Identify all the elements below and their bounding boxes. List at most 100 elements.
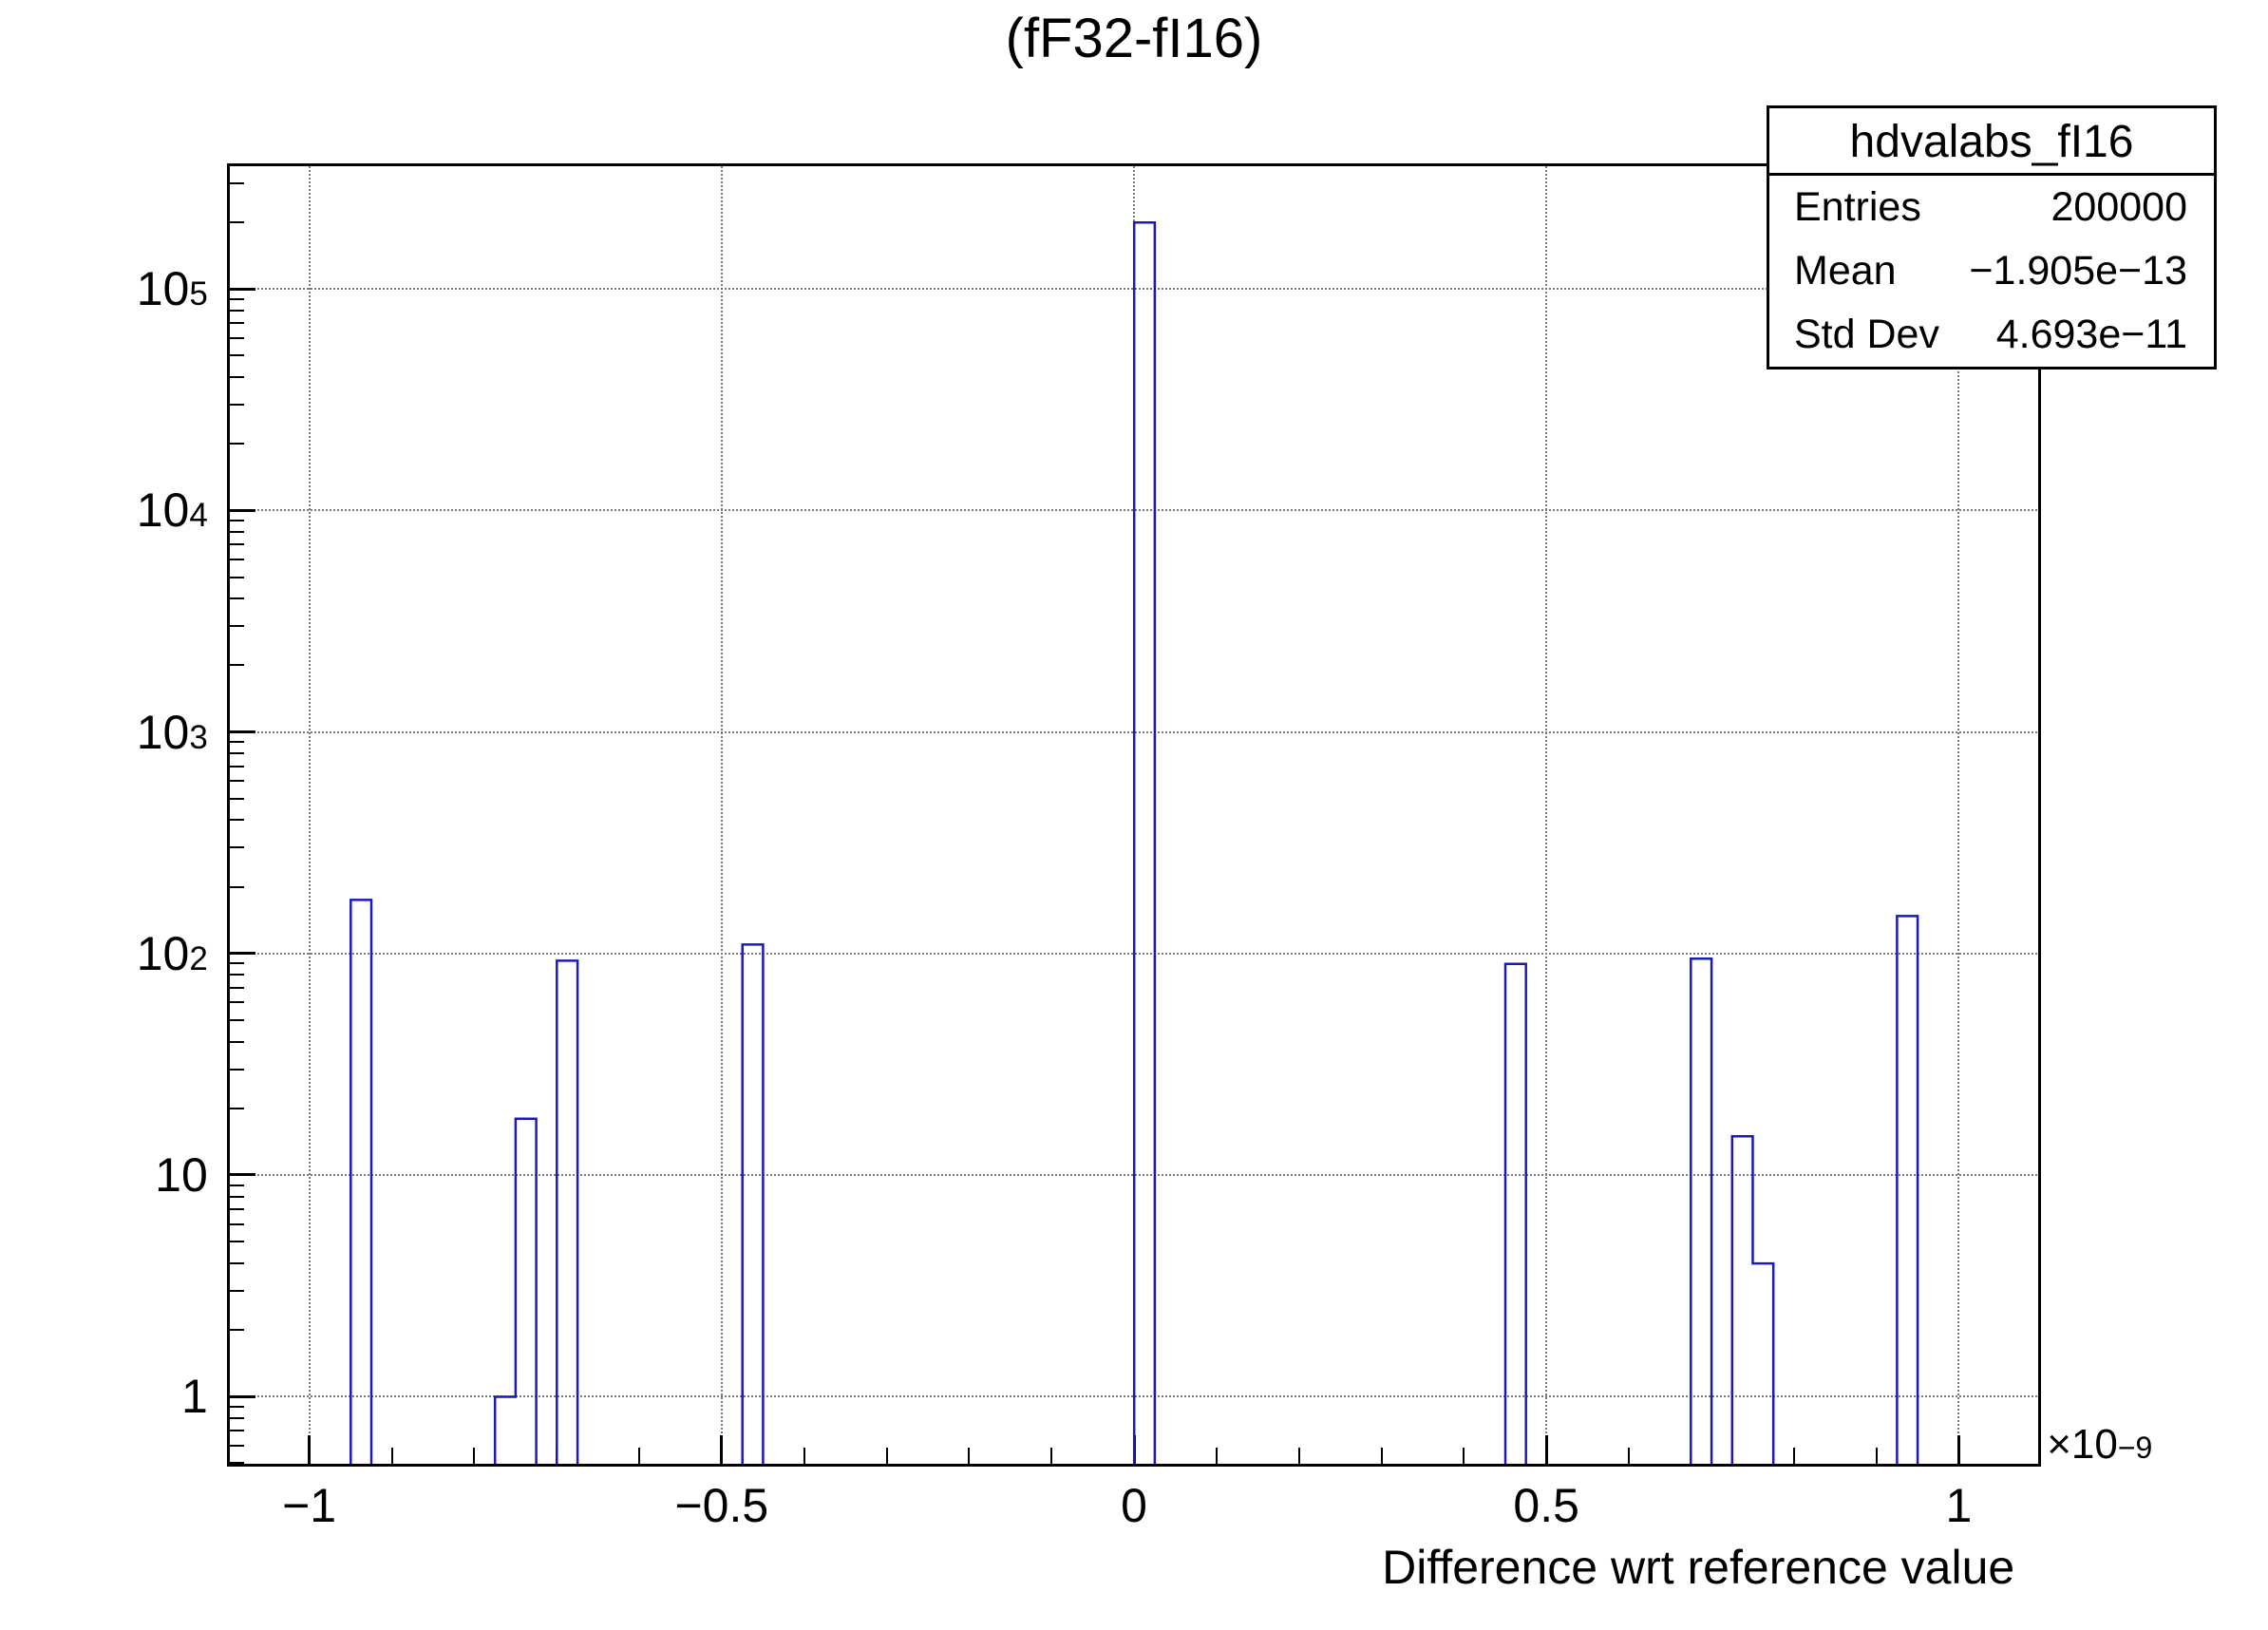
y-minor-tick [226,220,244,223]
x-major-tick [1956,1435,1960,1468]
x-tick-label: 1 [1945,1479,1973,1533]
y-minor-tick [226,181,244,184]
stats-row-stddev: Std Dev 4.693e−11 [1769,303,2214,367]
y-minor-tick [226,1405,244,1408]
y-tick-label: 10 [155,1147,208,1202]
x-gridline [1545,162,1548,1468]
x-tick-label: 0 [1121,1479,1147,1533]
x-gridline [720,162,723,1468]
y-minor-tick [226,543,244,546]
x-minor-tick [390,1448,393,1468]
y-minor-tick [226,664,244,667]
y-minor-tick [226,986,244,989]
y-minor-tick [226,1107,244,1109]
x-minor-tick [885,1448,888,1468]
stats-label: Mean [1794,248,1897,294]
y-minor-tick [226,297,244,300]
stats-row-mean: Mean −1.905e−13 [1769,239,2214,303]
y-minor-tick [226,962,244,965]
x-tick-label: 0.5 [1513,1479,1579,1533]
x-minor-tick [968,1448,971,1468]
stats-label: Std Dev [1794,312,1939,357]
x-tick-label: −1 [282,1479,337,1533]
histogram-contour [1503,962,1527,1468]
x-gridline [308,162,311,1468]
y-tick-exponent: 3 [189,718,208,756]
y-minor-tick [226,309,244,312]
y-minor-tick [226,1195,244,1198]
y-minor-tick [226,1289,244,1292]
y-minor-tick [226,1261,244,1264]
y-tick-label: 1 [180,1370,208,1424]
y-minor-tick [226,1001,244,1004]
y-tick-exponent: 2 [189,939,208,977]
stats-box-title: hdvalabs_fI16 [1769,108,2214,176]
x-minor-tick [1050,1448,1053,1468]
histogram-contour [1689,957,1713,1468]
y-minor-tick [226,625,244,628]
histogram-contour [555,958,579,1468]
stats-label: Entries [1794,184,1921,230]
y-minor-tick [226,846,244,849]
histogram-contour [493,1117,538,1468]
y-minor-tick [226,1416,244,1419]
histogram-contour [349,898,373,1468]
x-minor-tick [638,1448,640,1468]
x-minor-tick [1297,1448,1300,1468]
y-minor-tick [226,1208,244,1210]
y-minor-tick [226,974,244,976]
x-major-tick [308,1435,312,1468]
x-minor-tick [803,1448,805,1468]
power-mantissa: ×10 [2047,1421,2118,1469]
histogram-contour [1730,1134,1775,1468]
x-major-tick [1544,1435,1548,1468]
histogram-contour [741,942,765,1468]
y-minor-tick [226,375,244,378]
y-minor-tick [226,1040,244,1043]
x-tick-label: −0.5 [674,1479,769,1533]
y-minor-tick [226,597,244,600]
power-exponent: −9 [2117,1431,2153,1466]
plot-title: (fF32-fI16) [1005,8,1263,69]
x-minor-tick [1875,1448,1878,1468]
y-minor-tick [226,1444,244,1447]
histogram-bars [349,220,1919,1468]
x-minor-tick [1380,1448,1383,1468]
stats-box: hdvalabs_fI16 Entries 200000 Mean −1.905… [1767,105,2217,370]
x-minor-tick [473,1448,476,1468]
y-minor-tick [226,520,244,521]
y-tick-label: 103 [136,705,208,759]
y-minor-tick [226,1222,244,1225]
x-axis-title: Difference wrt reference value [1382,1541,2015,1595]
y-minor-tick [226,322,244,325]
y-major-tick [226,287,255,291]
x-axis-power-label: ×10−9 [2047,1421,2152,1469]
y-minor-tick [226,559,244,560]
y-major-tick [226,730,255,733]
x-minor-tick [1792,1448,1795,1468]
y-minor-tick [226,1184,244,1186]
x-minor-tick [1628,1448,1630,1468]
y-minor-tick [226,336,244,339]
y-minor-tick [226,1328,244,1331]
stats-row-entries: Entries 200000 [1769,176,2214,239]
histogram-contour [1895,914,1919,1468]
y-minor-tick [226,443,244,445]
x-minor-tick [1463,1448,1465,1468]
x-gridline [1957,162,1960,1468]
y-tick-exponent: 5 [189,275,208,313]
y-minor-tick [226,1241,244,1243]
y-tick-exponent: 4 [189,497,208,535]
x-major-tick [720,1435,724,1468]
x-minor-tick [1215,1448,1218,1468]
stats-value: 200000 [2051,184,2188,230]
y-minor-tick [226,765,244,768]
y-major-tick [226,1173,255,1177]
y-minor-tick [226,741,244,744]
y-tick-label: 104 [136,483,208,538]
y-minor-tick [226,576,244,578]
y-minor-tick [226,354,244,357]
y-tick-label: 102 [136,926,208,980]
y-minor-tick [226,1068,244,1071]
